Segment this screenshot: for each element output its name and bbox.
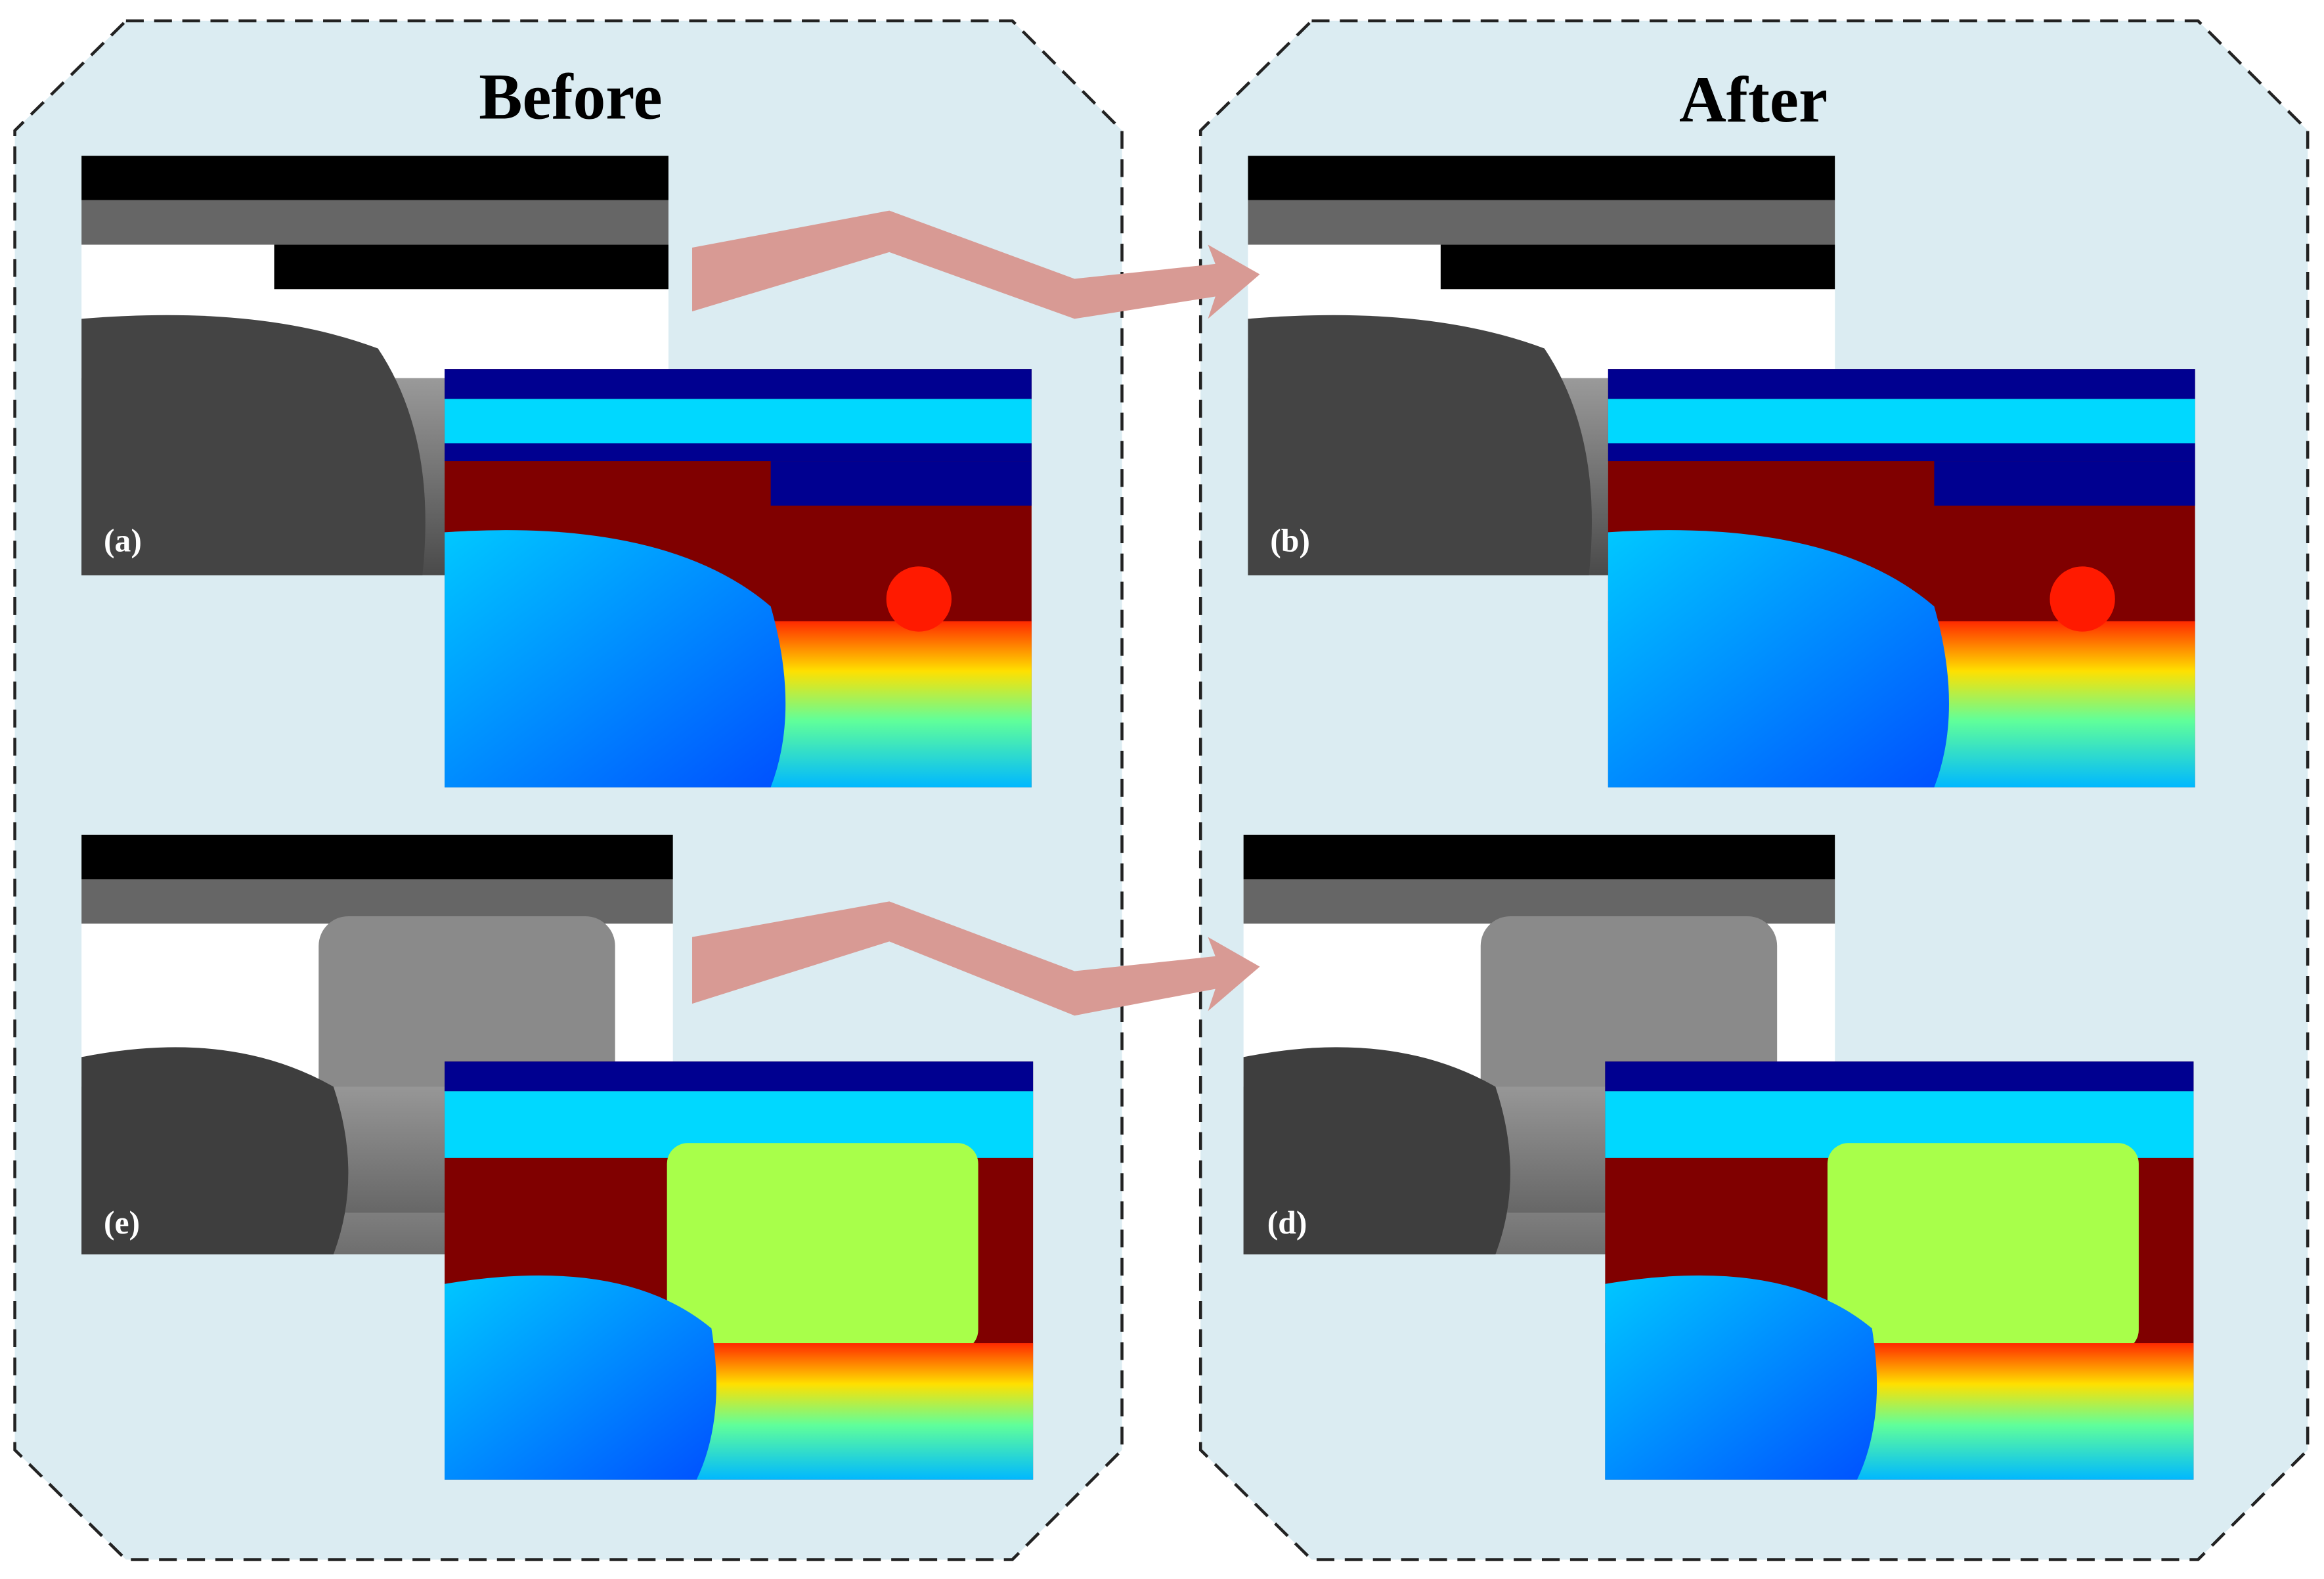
- arrow: [692, 901, 1260, 1016]
- subfigure-label: (e): [104, 1205, 140, 1241]
- depth-colormap: [445, 369, 1032, 788]
- subfigure-label: (a): [104, 523, 142, 559]
- depth-colormap: [1608, 369, 2195, 788]
- subfigure-label: (b): [1270, 523, 1310, 559]
- depth-colormap: [1605, 1061, 2194, 1480]
- arrow: [692, 210, 1260, 319]
- panel-title: Before: [479, 62, 662, 133]
- depth-colormap: [445, 1061, 1034, 1480]
- subfigure-label: (d): [1267, 1205, 1307, 1241]
- panel-title: After: [1679, 64, 1828, 136]
